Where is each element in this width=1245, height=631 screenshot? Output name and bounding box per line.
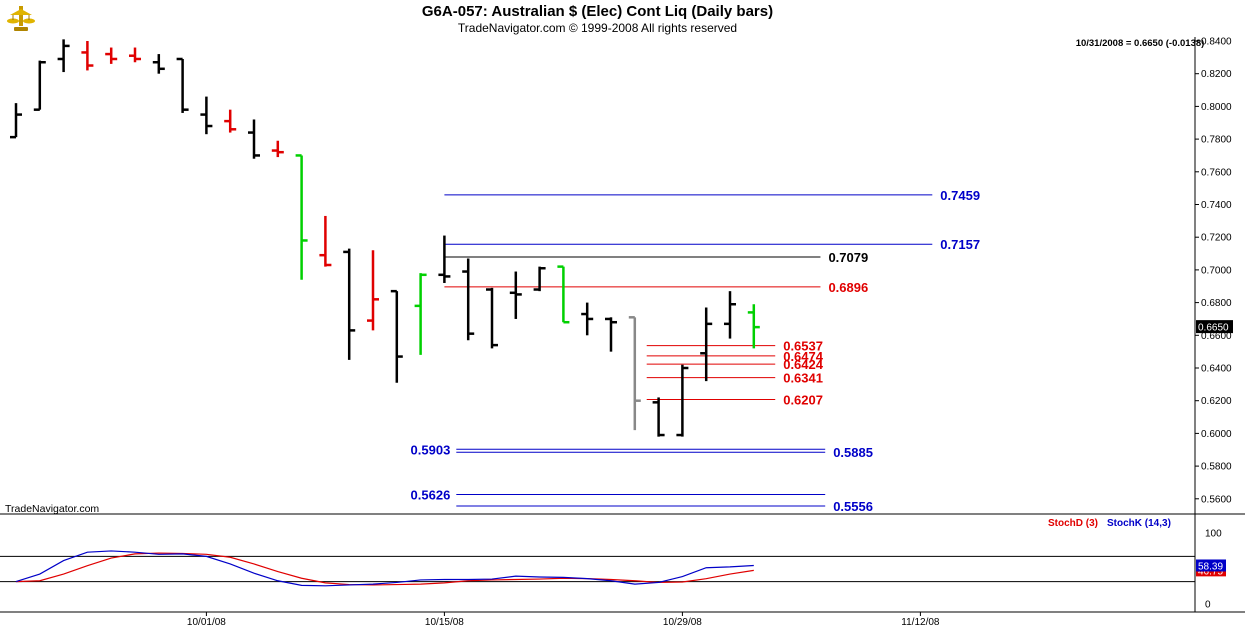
price-axis-tick-label: 0.7400 bbox=[1201, 200, 1232, 211]
price-bar bbox=[676, 364, 689, 437]
price-bar bbox=[271, 140, 284, 158]
price-bar bbox=[605, 317, 617, 352]
price-bar bbox=[581, 302, 594, 336]
price-bar bbox=[414, 273, 427, 355]
price-axis-tick-label: 0.7000 bbox=[1201, 265, 1232, 276]
price-bar bbox=[152, 54, 165, 74]
price-bar bbox=[462, 258, 475, 341]
price-axis-tick-label: 0.8200 bbox=[1201, 69, 1232, 80]
price-level-label: 0.5885 bbox=[833, 445, 873, 460]
price-bar bbox=[628, 316, 641, 431]
price-bar bbox=[248, 119, 260, 159]
price-axis-tick-label: 0.5600 bbox=[1201, 494, 1232, 505]
price-bar bbox=[319, 215, 332, 267]
price-bar bbox=[10, 103, 22, 139]
price-level-label: 0.7157 bbox=[940, 237, 980, 252]
price-level-label: 0.5556 bbox=[833, 499, 873, 514]
price-axis-tick-label: 0.6400 bbox=[1201, 364, 1232, 375]
price-bar bbox=[105, 47, 118, 64]
price-level-label: 0.6896 bbox=[828, 280, 868, 295]
price-level-label: 0.7459 bbox=[940, 188, 980, 203]
price-bar bbox=[367, 250, 379, 331]
stoch-value-label: 46.75 bbox=[1198, 566, 1223, 577]
trade-navigator-logo-icon bbox=[6, 3, 36, 33]
price-bar bbox=[700, 307, 713, 382]
price-bar bbox=[509, 271, 522, 319]
stoch-line bbox=[15, 550, 754, 587]
price-bar bbox=[438, 235, 451, 283]
price-level-label: 0.6424 bbox=[783, 357, 824, 372]
date-axis-tick-label: 10/15/08 bbox=[425, 617, 464, 628]
date-axis-tick-label: 10/01/08 bbox=[187, 617, 226, 628]
price-bar bbox=[129, 47, 141, 63]
price-bar bbox=[390, 289, 403, 383]
price-bar bbox=[486, 287, 498, 349]
price-axis-tick-label: 0.6000 bbox=[1201, 429, 1232, 440]
price-axis-tick-label: 0.7600 bbox=[1201, 167, 1232, 178]
price-axis-tick-label: 0.7200 bbox=[1201, 233, 1232, 244]
last-price-label: 0.6650 bbox=[1198, 323, 1229, 334]
legend-stochk: StochK (14,3) bbox=[1107, 518, 1171, 529]
price-axis-tick-label: 0.8400 bbox=[1201, 37, 1232, 48]
chart-subtitle: TradeNavigator.com © 1999-2008 All right… bbox=[457, 21, 738, 35]
price-level-label: 0.7079 bbox=[828, 250, 868, 265]
date-axis-tick-label: 10/29/08 bbox=[663, 617, 702, 628]
stoch-value-tag bbox=[1196, 559, 1226, 572]
price-level-label: 0.6537 bbox=[783, 339, 823, 354]
price-bar bbox=[57, 39, 70, 73]
price-axis-tick-label: 0.6600 bbox=[1201, 331, 1232, 342]
price-bar bbox=[224, 109, 237, 133]
stoch-axis-tick-label: 0 bbox=[1205, 600, 1211, 611]
price-bar bbox=[724, 291, 736, 339]
last-quote-label: 10/31/2008 = 0.6650 (-0.0138) bbox=[1076, 38, 1205, 49]
price-bar bbox=[176, 57, 189, 113]
stoch-axis-tick-label: 100 bbox=[1205, 529, 1222, 540]
price-axis-tick-label: 0.6800 bbox=[1201, 298, 1232, 309]
price-level-label: 0.5626 bbox=[411, 488, 451, 503]
price-axis-tick-label: 0.6200 bbox=[1201, 396, 1232, 407]
legend-stochd: StochD (3) bbox=[1048, 518, 1098, 529]
price-axis-tick-label: 0.5800 bbox=[1201, 462, 1232, 473]
chart-title: G6A-057: Australian $ (Elec) Cont Liq (D… bbox=[421, 3, 774, 20]
price-bar bbox=[33, 60, 46, 111]
price-level-label: 0.6341 bbox=[783, 371, 823, 386]
price-bar bbox=[747, 304, 760, 349]
price-bar bbox=[557, 265, 570, 324]
watermark-label: TradeNavigator.com bbox=[5, 503, 99, 515]
price-level-label: 0.6474 bbox=[783, 349, 824, 364]
last-price-tag bbox=[1196, 320, 1233, 334]
price-bar bbox=[81, 41, 94, 71]
price-level-label: 0.6207 bbox=[783, 393, 823, 408]
price-bar bbox=[652, 397, 665, 437]
price-bar bbox=[343, 248, 356, 360]
price-level-label: 0.5903 bbox=[411, 442, 451, 457]
price-bar bbox=[533, 266, 546, 292]
date-axis-tick-label: 11/12/08 bbox=[901, 617, 940, 628]
stoch-line bbox=[15, 552, 754, 586]
price-axis-tick-label: 0.8000 bbox=[1201, 102, 1232, 113]
price-axis-tick-label: 0.7800 bbox=[1201, 135, 1232, 146]
price-bar bbox=[295, 154, 308, 280]
price-bar bbox=[200, 96, 213, 135]
stoch-value-label: 58.39 bbox=[1198, 561, 1223, 572]
